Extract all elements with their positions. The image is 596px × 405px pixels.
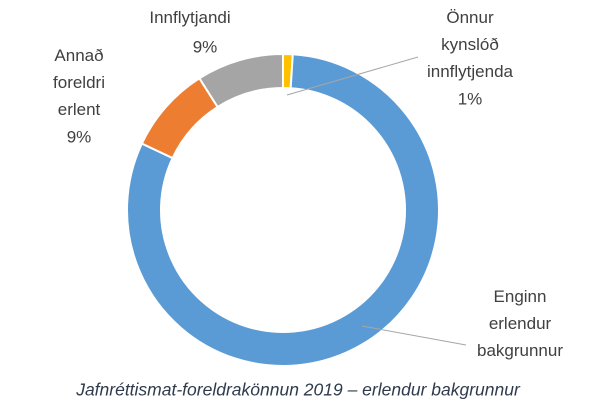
- category-label: Enginn erlendur bakgrunnur: [477, 287, 563, 360]
- donut-segment: [198, 52, 284, 109]
- value-label: 9%: [67, 127, 92, 146]
- caption-background: [0, 372, 596, 405]
- value-label: 1%: [458, 89, 483, 108]
- leader-line: [361, 325, 467, 346]
- leader-line: [286, 56, 419, 96]
- category-label: Innflytjandi: [149, 8, 230, 27]
- labels: Önnur kynslóð innflytjenda 1% Enginn erlendur…: [53, 8, 563, 387]
- category-label: Önnur kynslóð innflytjenda: [427, 8, 514, 81]
- donut: [126, 52, 440, 367]
- caption: Jafnréttismat-foreldrakönnun 2019 – erle…: [75, 380, 521, 400]
- donut-segment: [126, 53, 440, 367]
- category-label: Annað foreldri erlent: [53, 46, 105, 119]
- value-label: 9%: [193, 37, 218, 56]
